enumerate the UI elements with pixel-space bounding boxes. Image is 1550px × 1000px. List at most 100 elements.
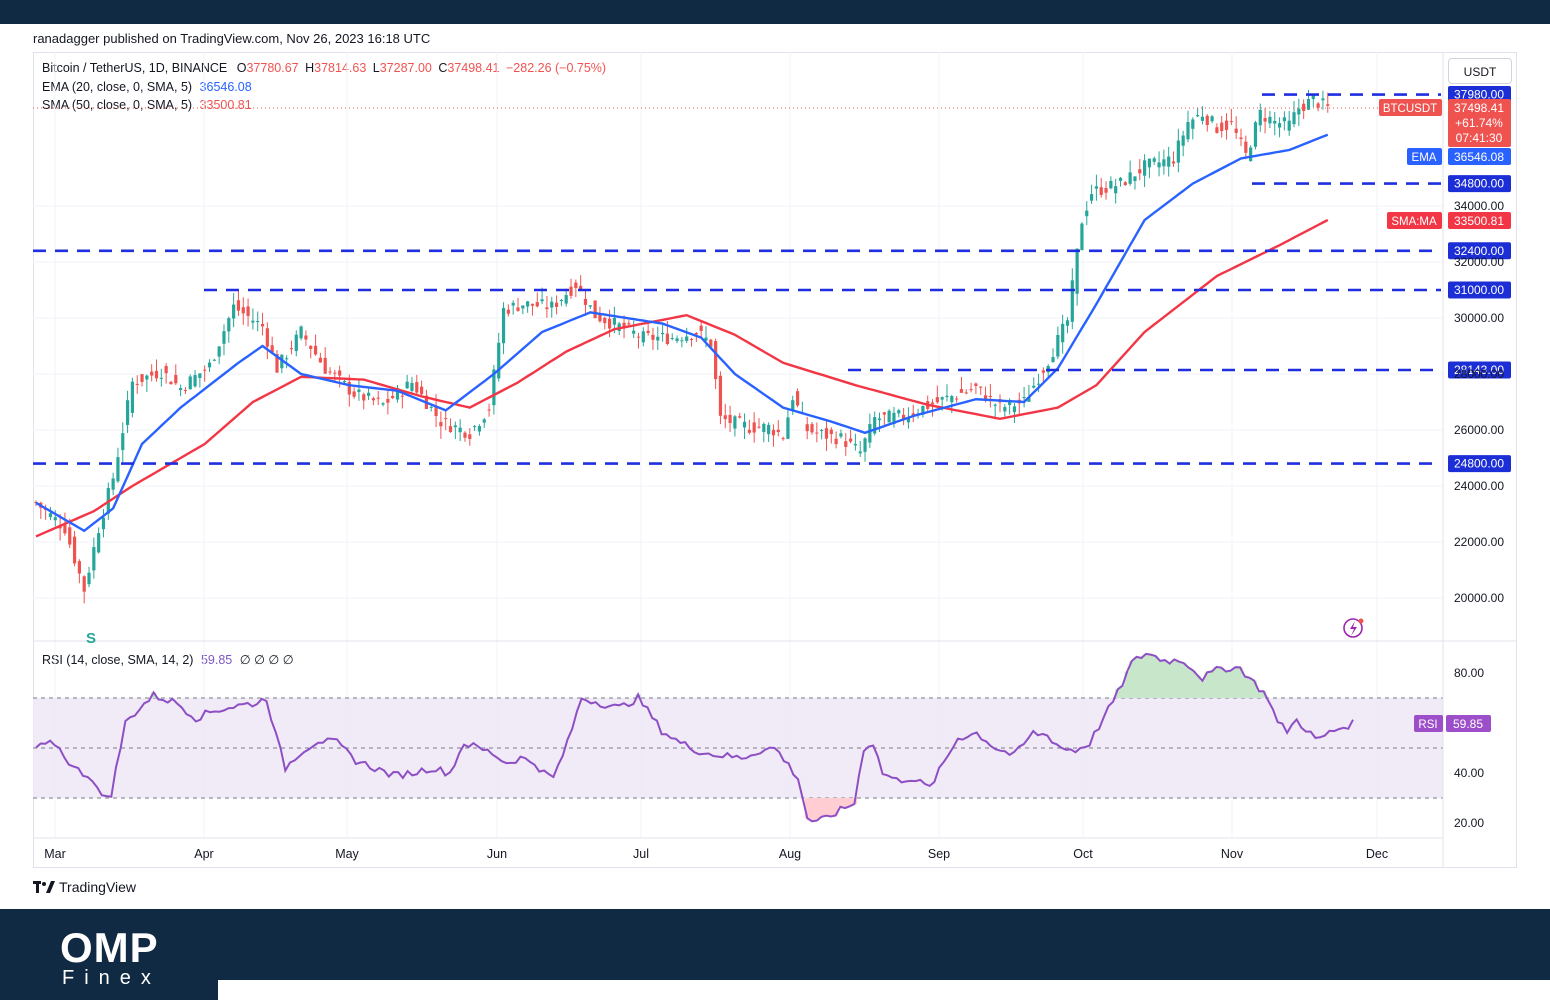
candle-body	[564, 295, 568, 304]
open-value: 37780.67	[246, 61, 299, 75]
rsi-tick-80: 80.00	[1454, 666, 1484, 680]
candle-body	[805, 424, 809, 432]
candle-body	[1171, 161, 1176, 164]
candle-body	[709, 339, 713, 347]
symbol-title: Bitcoin / TetherUS, 1D, BINANCE	[42, 61, 228, 75]
candle-body	[993, 404, 997, 406]
tradingview-brand[interactable]: TradingView	[33, 879, 136, 895]
split-marker-icon[interactable]: S	[86, 630, 96, 647]
candle-body	[395, 388, 400, 400]
rsi-legend[interactable]: RSI (14, close, SMA, 14, 2) 59.85 ∅ ∅ ∅ …	[42, 652, 294, 667]
sma-legend[interactable]: SMA (50, close, 0, SMA, 5) 33500.81	[42, 98, 252, 112]
candle-body	[323, 357, 327, 374]
candle-body	[265, 328, 269, 347]
candle-body	[193, 375, 197, 387]
price-tag-pct: +61.74%	[1455, 116, 1503, 130]
candle-body	[574, 282, 578, 289]
top-band	[0, 0, 1550, 24]
candle-body	[955, 398, 959, 400]
rsi-legend-extras: ∅ ∅ ∅ ∅	[239, 653, 294, 667]
price-tick-20000: 20000.00	[1454, 591, 1504, 605]
candle-body	[651, 334, 655, 340]
candle-body	[632, 330, 636, 334]
candle-body	[863, 438, 867, 452]
candle-body	[670, 338, 674, 340]
candle-body	[877, 418, 882, 421]
ema-legend[interactable]: EMA (20, close, 0, SMA, 5) 36546.08	[42, 80, 252, 94]
candles	[34, 89, 1330, 604]
candle-body	[511, 302, 515, 306]
candle-body	[260, 323, 265, 327]
candle-body	[169, 381, 173, 385]
candle-body	[198, 373, 202, 378]
candle-body	[1133, 176, 1137, 182]
candle-body	[275, 354, 279, 373]
candle-body	[453, 425, 457, 428]
candle-body	[771, 429, 776, 436]
candle-body	[299, 326, 303, 339]
candle-body	[1302, 103, 1306, 112]
price-tick-28000: 28000.00	[1454, 367, 1504, 381]
lightning-icon[interactable]	[1343, 618, 1364, 638]
candle-body	[140, 374, 144, 382]
candle-body	[1162, 159, 1166, 167]
candle-body	[897, 410, 901, 414]
candle-body	[227, 318, 231, 332]
candle-body	[603, 317, 607, 324]
currency-button[interactable]: USDT	[1448, 58, 1512, 84]
candle-body	[1075, 248, 1079, 294]
ema-tag-label: EMA	[1412, 152, 1437, 164]
candle-body	[1239, 137, 1243, 140]
candle-body	[222, 331, 226, 344]
candle-body	[1215, 127, 1219, 133]
candle-body	[87, 572, 91, 585]
candle-body	[97, 533, 101, 553]
candle-body	[347, 382, 351, 395]
candle-body	[516, 307, 520, 311]
candle-body	[203, 369, 207, 371]
candle-body	[121, 433, 125, 451]
price-tag-countdown: 07:41:30	[1456, 131, 1503, 145]
candle-body	[246, 306, 250, 316]
month-tick-oct: Oct	[1073, 847, 1093, 861]
symbol-tag-bg	[1379, 99, 1442, 116]
rsi-tick-20: 20.00	[1454, 816, 1484, 830]
level-tag-bg-28143	[1448, 361, 1511, 379]
symbol-legend[interactable]: Bitcoin / TetherUS, 1D, BINANCE O37780.6…	[42, 61, 606, 75]
close-label: C	[438, 61, 448, 75]
candle-body	[1041, 370, 1045, 373]
candle-body	[309, 345, 313, 349]
candle-body	[752, 422, 756, 433]
candle-body	[974, 383, 978, 386]
candle-body	[1306, 98, 1311, 110]
candle-body	[366, 392, 371, 396]
candle-body	[738, 416, 742, 418]
sma-legend-label: SMA (50, close, 0, SMA, 5)	[42, 98, 193, 112]
candle-body	[791, 400, 795, 410]
candle-body	[338, 370, 342, 376]
ema-tag-value: 36546.08	[1454, 150, 1504, 164]
candle-body	[1234, 128, 1238, 133]
candle-body	[781, 438, 785, 440]
candle-body	[232, 304, 236, 319]
candle-body	[988, 395, 992, 397]
candle-body	[959, 389, 964, 393]
candle-body	[1196, 115, 1200, 117]
candle-body	[588, 305, 592, 307]
candle-body	[747, 429, 751, 433]
candle-body	[1094, 186, 1098, 189]
candle-body	[1061, 323, 1065, 343]
candle-body	[892, 412, 896, 425]
sma-tag-value: 33500.81	[1454, 214, 1504, 228]
month-tick-nov: Nov	[1221, 847, 1244, 861]
rsi-tag-value: 59.85	[1453, 717, 1483, 731]
candle-body	[661, 332, 665, 335]
low-value: 37287.00	[379, 61, 432, 75]
level-tag-bg-37980	[1448, 86, 1511, 104]
ema20-line	[35, 133, 1329, 533]
candle-body	[1085, 210, 1089, 217]
candle-body	[921, 405, 925, 415]
candle-body	[1321, 98, 1325, 101]
candle-body	[1056, 334, 1060, 357]
